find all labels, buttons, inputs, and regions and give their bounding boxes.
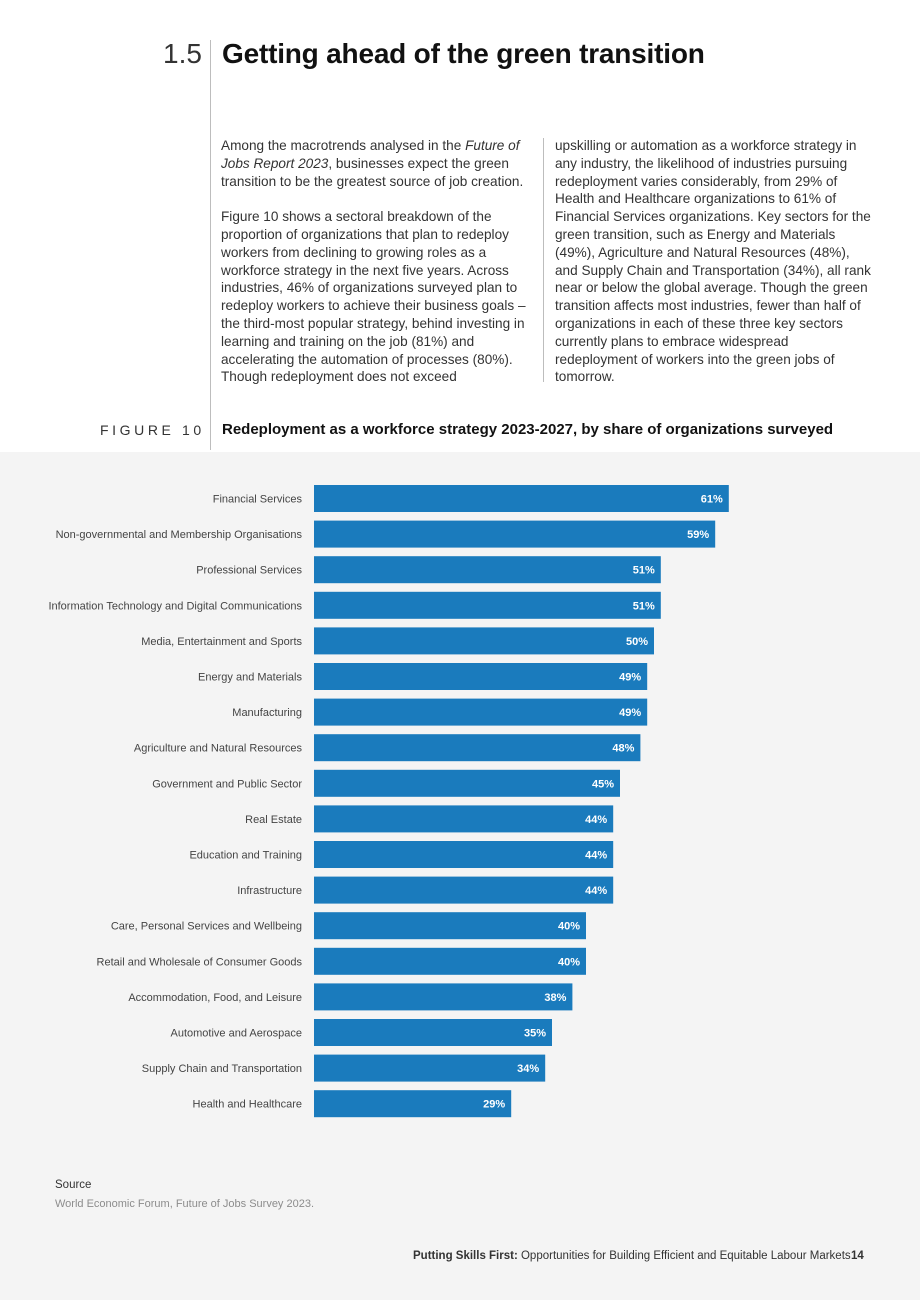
bar-value-label: 45% xyxy=(592,778,614,790)
category-label: Media, Entertainment and Sports xyxy=(141,636,302,648)
bar xyxy=(314,876,614,904)
bar-value-label: 51% xyxy=(633,600,655,612)
category-label: Manufacturing xyxy=(232,707,302,719)
bar-value-label: 50% xyxy=(626,636,648,648)
bar-value-label: 40% xyxy=(558,921,580,933)
category-label: Information Technology and Digital Commu… xyxy=(48,600,302,612)
report-title-emphasis: Future of Jobs Report 2023 xyxy=(221,138,520,171)
bar xyxy=(314,734,641,762)
bar xyxy=(314,841,614,868)
bar-value-label: 59% xyxy=(687,529,709,541)
footer-title-bold: Putting Skills First: xyxy=(413,1250,518,1262)
source-label: Source xyxy=(55,1179,92,1191)
category-label: Real Estate xyxy=(245,814,302,826)
bar-value-label: 44% xyxy=(585,885,607,897)
category-label: Supply Chain and Transportation xyxy=(142,1063,302,1075)
body-paragraph-2: Figure 10 shows a sectoral breakdown of … xyxy=(221,209,526,385)
body-paragraph-1-end: , businesses expect the green transition… xyxy=(221,155,524,189)
bar-value-label: 34% xyxy=(517,1063,539,1075)
body-column-right: upskilling or automation as a workforce … xyxy=(555,137,873,404)
footer-title: Putting Skills First: Opportunities for … xyxy=(413,1250,851,1262)
source-text: World Economic Forum, Future of Jobs Sur… xyxy=(55,1198,315,1210)
bar-value-label: 49% xyxy=(619,672,641,684)
category-label: Automotive and Aerospace xyxy=(171,1028,302,1040)
bar xyxy=(314,912,586,940)
bar-value-label: 38% xyxy=(544,992,566,1004)
body-paragraph-3: upskilling or automation as a workforce … xyxy=(555,138,871,385)
bar xyxy=(314,805,614,833)
category-label: Infrastructure xyxy=(237,885,302,897)
bar-chart: Financial Services 61% Non-governmental an… xyxy=(48,485,729,1118)
bar xyxy=(314,698,648,726)
figure-title: Redeployment as a workforce strategy 202… xyxy=(222,421,834,438)
bar-value-label: 40% xyxy=(558,956,580,968)
category-label: Energy and Materials xyxy=(198,672,302,684)
bar-value-label: 44% xyxy=(585,814,607,826)
bar-value-label: 61% xyxy=(701,494,723,506)
bar xyxy=(314,663,648,690)
bar xyxy=(314,947,586,975)
category-label: Non-governmental and Membership Organisa… xyxy=(56,529,303,541)
bar xyxy=(314,556,661,584)
section-title: Getting ahead of the green transition xyxy=(222,38,705,69)
bar xyxy=(314,591,661,619)
category-label: Care, Personal Services and Wellbeing xyxy=(111,921,302,933)
bar xyxy=(314,1019,552,1046)
body-column-left: Among the macrotrends analysed in the Fu… xyxy=(221,137,531,404)
category-label: Professional Services xyxy=(196,565,302,577)
category-label: Retail and Wholesale of Consumer Goods xyxy=(97,956,303,968)
bar-value-label: 51% xyxy=(633,565,655,577)
bar-value-label: 44% xyxy=(585,850,607,862)
section-divider xyxy=(210,40,211,450)
column-divider xyxy=(543,138,544,382)
bar-value-label: 29% xyxy=(483,1099,505,1111)
category-label: Health and Healthcare xyxy=(193,1099,302,1111)
chart-panel: Financial Services 61% Non-governmental an… xyxy=(0,452,920,1300)
page-number: 14 xyxy=(851,1250,864,1262)
footer-title-rest: Opportunities for Building Efficient and… xyxy=(517,1250,851,1262)
bar xyxy=(314,627,654,655)
category-label: Education and Training xyxy=(189,850,302,862)
bar-value-label: 48% xyxy=(612,743,634,755)
figure-label: FIGURE 10 xyxy=(100,422,205,438)
category-label: Agriculture and Natural Resources xyxy=(134,743,303,755)
bar xyxy=(314,769,620,797)
section-number: 1.5 xyxy=(163,38,202,69)
category-label: Accommodation, Food, and Leisure xyxy=(128,992,302,1004)
bar xyxy=(314,1054,546,1082)
body-paragraph-1: Among the macrotrends analysed in the Fu… xyxy=(221,137,531,190)
bar xyxy=(314,485,729,512)
bar-value-label: 35% xyxy=(524,1028,546,1040)
body-paragraph-1-start: Among the macrotrends analysed in the xyxy=(221,138,466,153)
category-label: Government and Public Sector xyxy=(152,778,302,790)
bar xyxy=(314,520,716,548)
bar xyxy=(314,1090,512,1118)
category-label: Financial Services xyxy=(213,494,303,506)
bar-value-label: 49% xyxy=(619,707,641,719)
bar xyxy=(314,983,573,1011)
